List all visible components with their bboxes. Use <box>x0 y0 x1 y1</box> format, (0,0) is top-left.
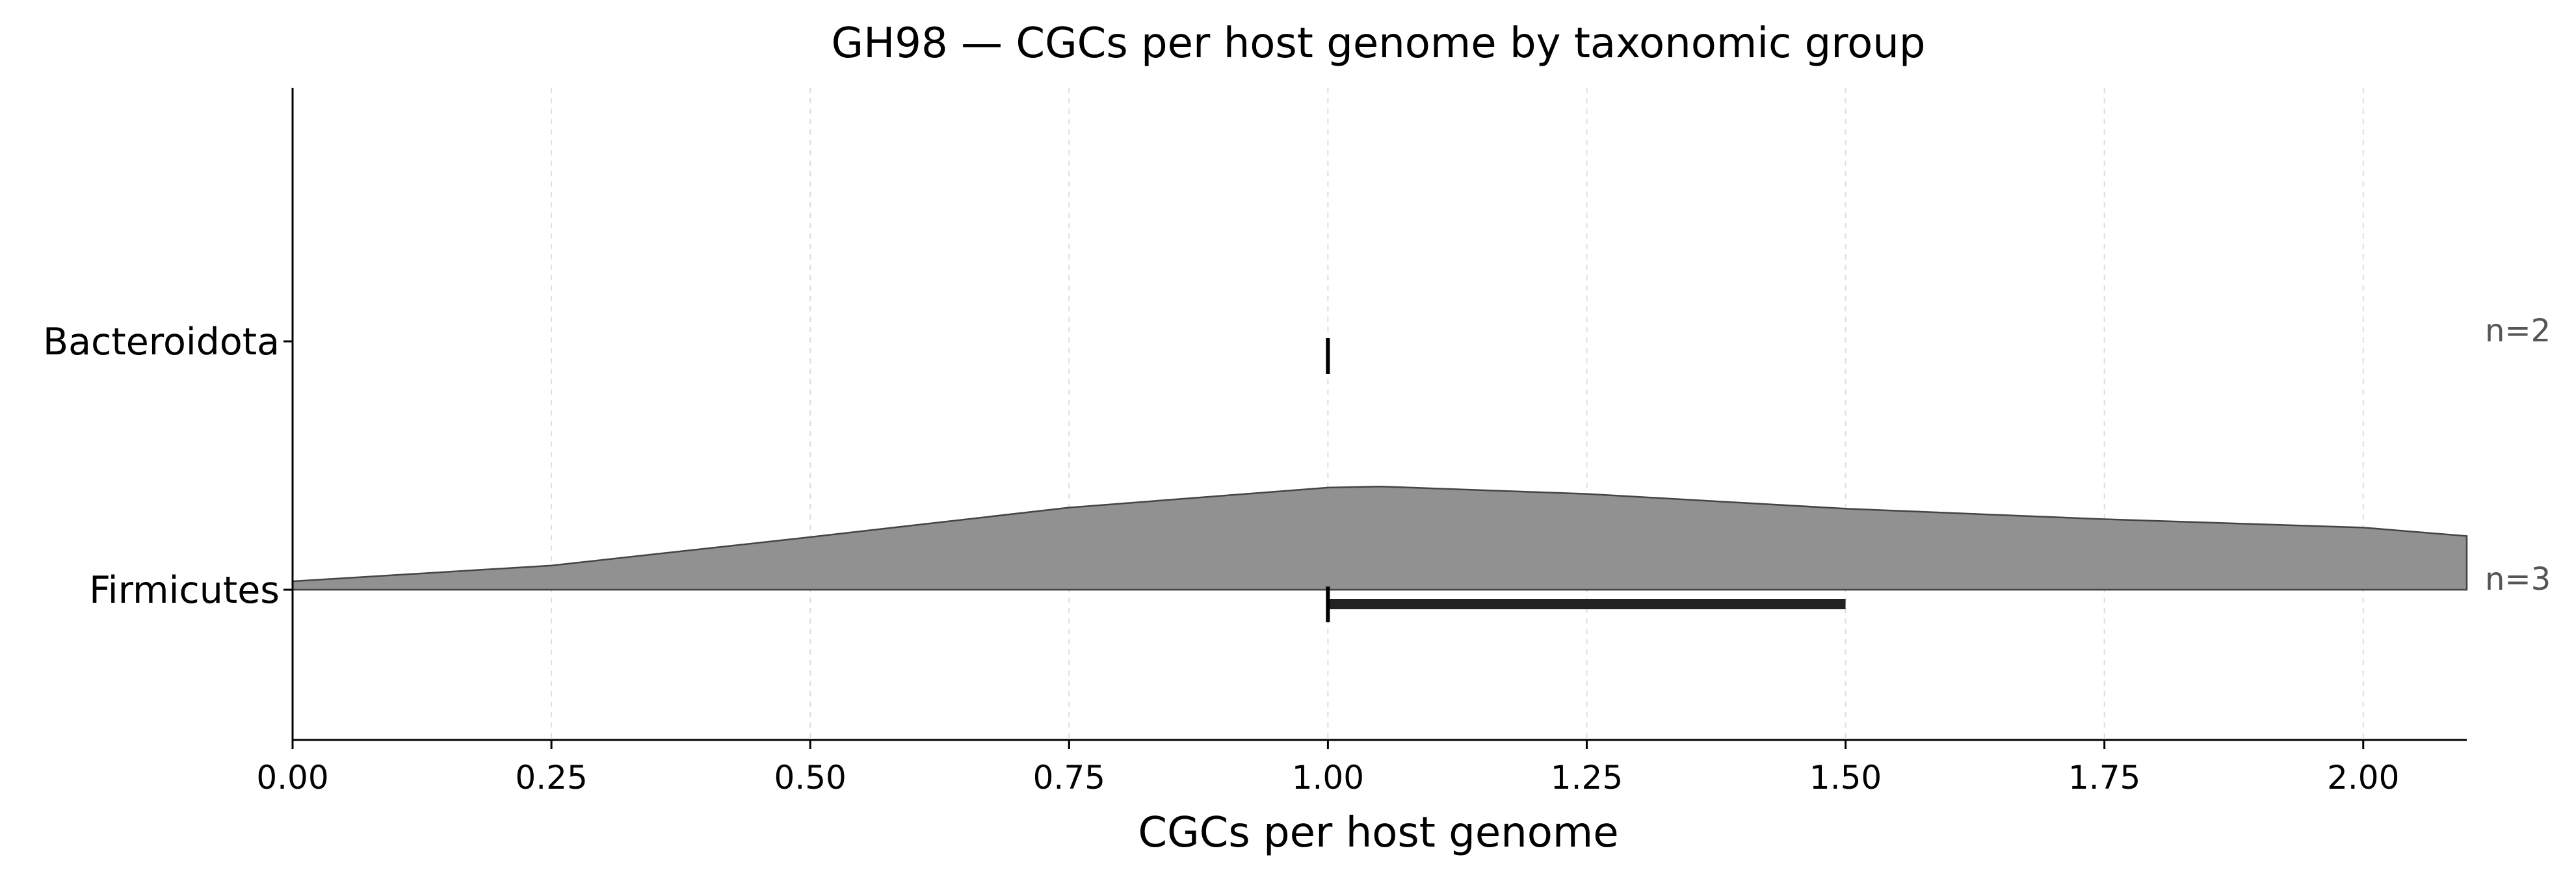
chart-title: GH98 — CGCs per host genome by taxonomic… <box>832 20 1926 68</box>
count-label: n=3 <box>2485 561 2551 598</box>
summary-markers <box>1326 338 1846 622</box>
x-axis-label: CGCs per host genome <box>1138 809 1618 857</box>
count-labels: n=2 n=3 <box>2485 313 2551 598</box>
count-label: n=2 <box>2485 313 2551 349</box>
y-ticks: Bacteroidota Firmicutes <box>43 321 293 612</box>
x-ticks: 0.00 0.25 0.50 0.75 1.00 1.25 1.50 1.75 2.00 <box>256 740 2399 797</box>
x-tick-label: 0.75 <box>1033 759 1105 797</box>
grid-lines <box>551 88 2364 740</box>
x-tick-label: 1.25 <box>1551 759 1623 797</box>
x-tick-label: 0.50 <box>774 759 847 797</box>
x-tick-label: 1.50 <box>1809 759 1882 797</box>
violins <box>291 485 2468 591</box>
x-tick-label: 0.25 <box>515 759 587 797</box>
y-tick-label: Bacteroidota <box>43 321 280 363</box>
x-tick-label: 2.00 <box>2327 759 2399 797</box>
y-tick-label: Firmicutes <box>89 569 280 612</box>
violin-firmicutes <box>291 485 2468 591</box>
x-tick-label: 0.00 <box>256 759 328 797</box>
x-tick-label: 1.75 <box>2068 759 2140 797</box>
x-tick-label: 1.00 <box>1292 759 1364 797</box>
